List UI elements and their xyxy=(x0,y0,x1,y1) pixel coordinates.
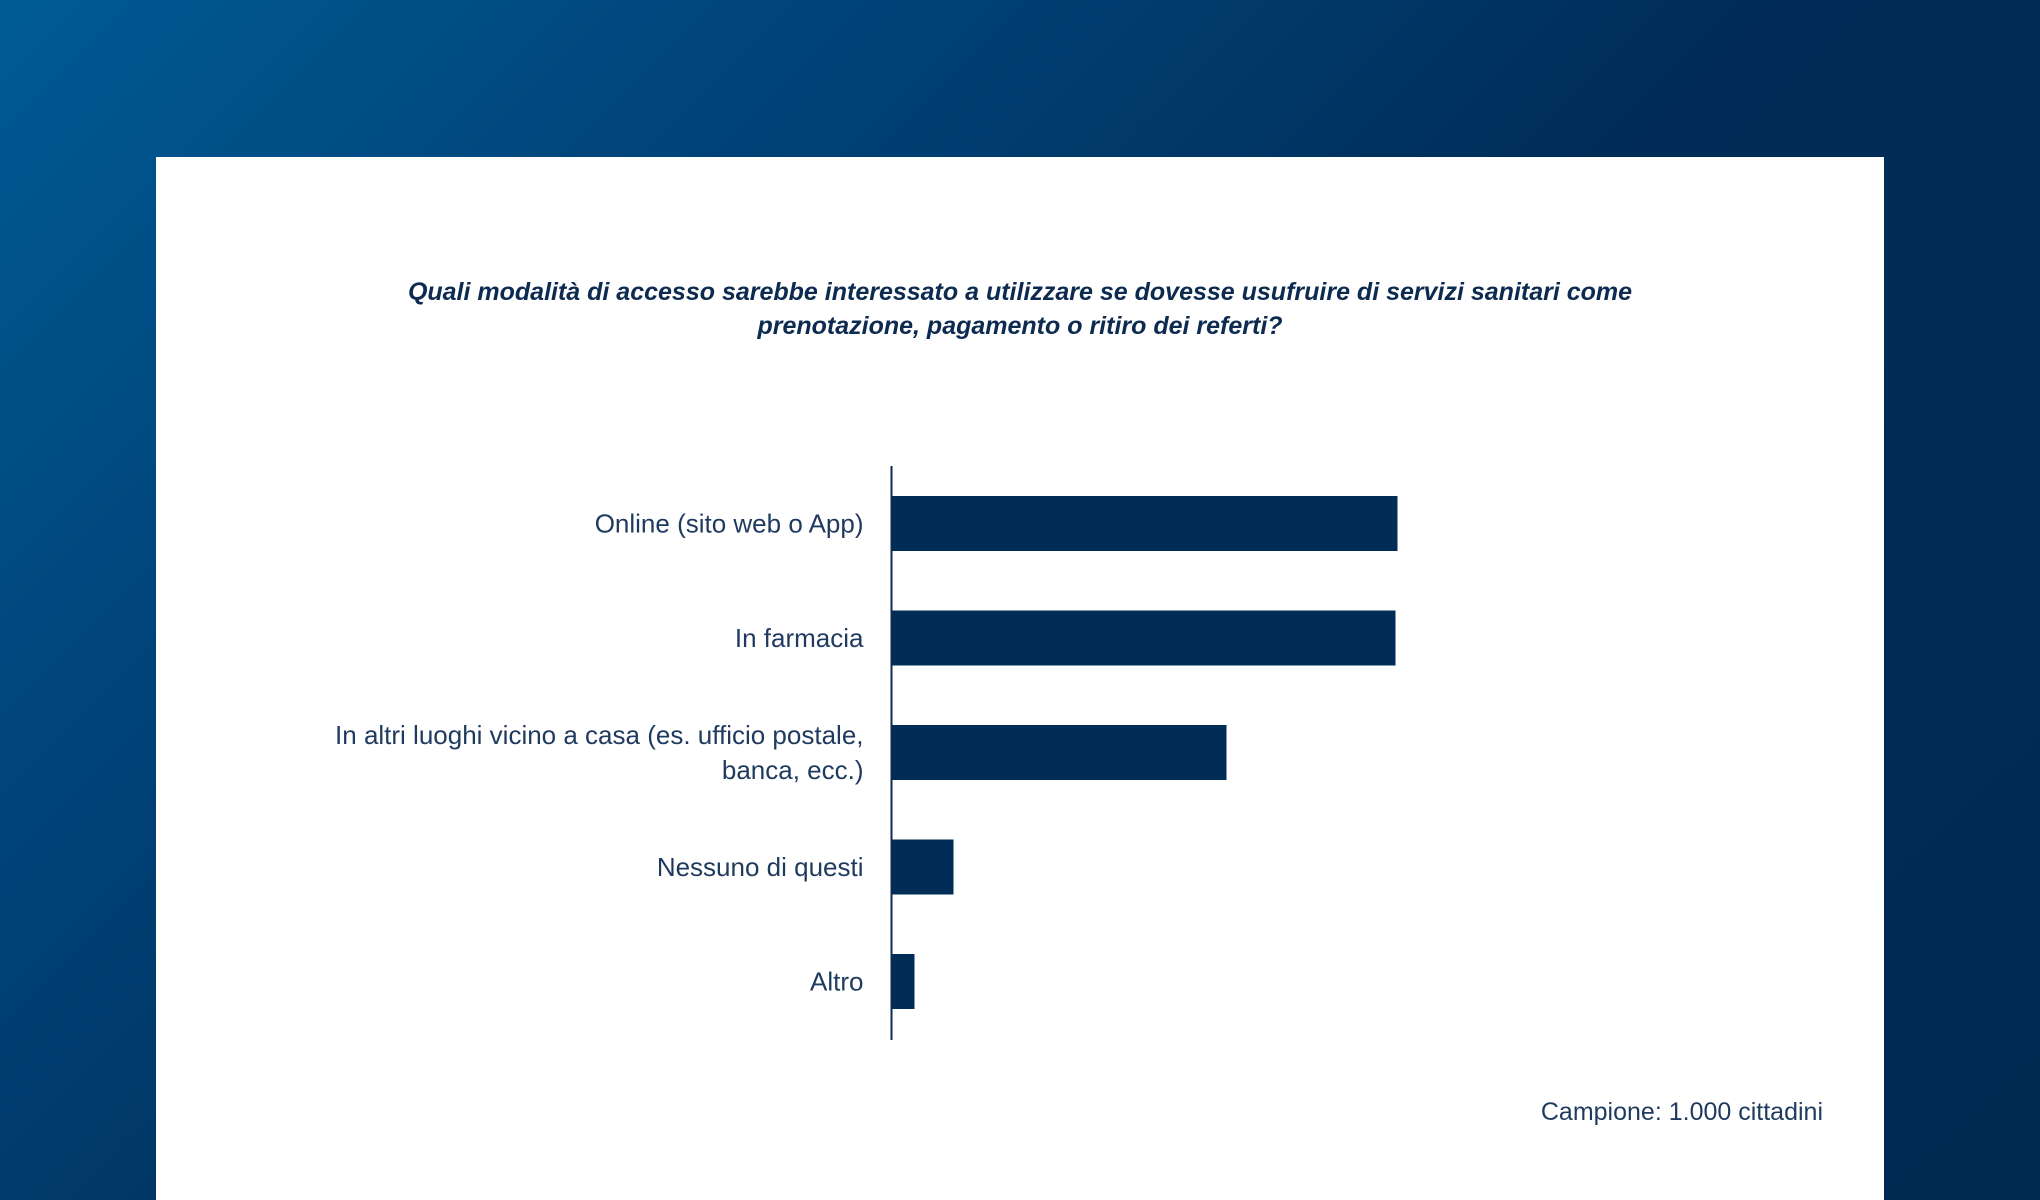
bar-1 xyxy=(892,610,1396,666)
bar-chart: Online (sito web o App) In farmacia In alt… xyxy=(335,466,1398,1040)
bar-4 xyxy=(892,954,915,1009)
bar-0 xyxy=(892,496,1398,551)
category-label-3: Nessuno di questi xyxy=(657,852,864,882)
category-label-2: In altri luoghi vicino a casa (es. uffic… xyxy=(335,720,863,750)
category-label-0: Online (sito web o App) xyxy=(595,509,864,539)
chart-title-line-2: prenotazione, pagamento o ritiro dei ref… xyxy=(757,312,1283,340)
bar-3 xyxy=(892,839,954,895)
chart-title: Quali modalità di accesso sarebbe intere… xyxy=(156,275,1884,343)
chart-title-line-1: Quali modalità di accesso sarebbe intere… xyxy=(407,278,1633,306)
sample-note: Campione: 1.000 cittadini xyxy=(1540,1098,1823,1126)
category-label-1: In farmacia xyxy=(735,623,864,653)
bar-2 xyxy=(892,725,1227,780)
category-label-4: Altro xyxy=(810,967,863,997)
category-label-2: banca, ecc.) xyxy=(722,755,864,785)
chart-panel: Quali modalità di accesso sarebbe intere… xyxy=(156,157,1884,1200)
